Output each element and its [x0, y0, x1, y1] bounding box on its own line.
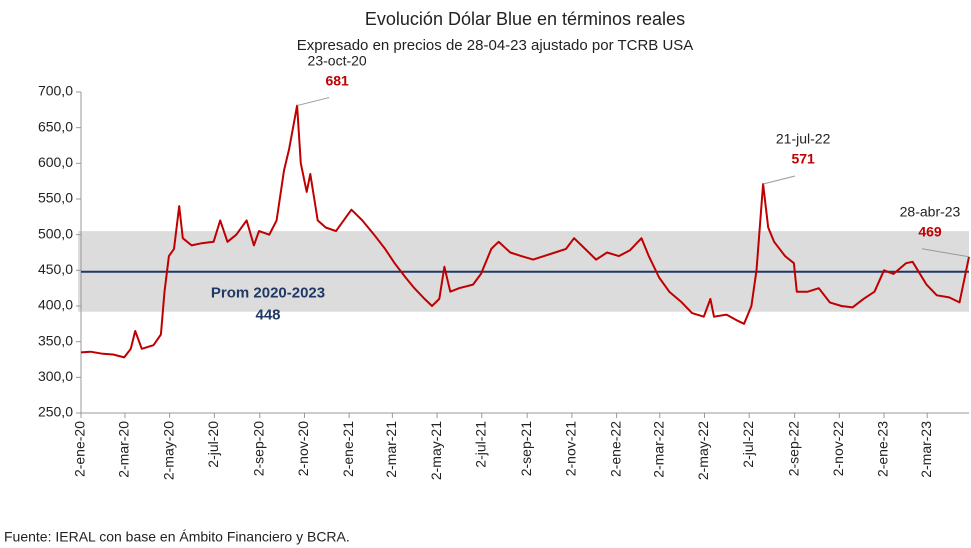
x-tick-label: 2-mar-22	[651, 421, 667, 478]
y-tick-label: 550,0	[38, 190, 73, 206]
annotation-date: 23-oct-20	[308, 52, 367, 68]
y-tick-label: 600,0	[38, 154, 73, 170]
annotation-value: 469	[918, 223, 942, 239]
x-tick-label: 2-may-22	[695, 421, 711, 480]
x-tick-label: 2-jul-21	[472, 421, 488, 468]
x-tick-label: 2-ene-22	[607, 421, 623, 477]
annotation-value: 681	[325, 72, 349, 88]
chart-title: Evolución Dólar Blue en términos reales	[365, 9, 685, 29]
x-tick-label: 2-may-21	[428, 421, 444, 480]
series-line	[80, 104, 970, 359]
x-tick-label: 2-sep-20	[250, 421, 266, 476]
y-tick-label: 400,0	[38, 297, 73, 313]
x-tick-label: 2-mar-20	[116, 421, 132, 478]
x-tick-label: 2-nov-21	[563, 421, 579, 476]
mean-value: 448	[255, 307, 280, 324]
x-tick-label: 2-ene-21	[340, 421, 356, 477]
annotation-leader	[762, 175, 796, 185]
annotation-value: 571	[791, 151, 815, 167]
annotation-date: 28-abr-23	[900, 203, 961, 219]
x-tick-label: 2-may-20	[160, 421, 176, 480]
x-tick-label: 2-nov-20	[295, 421, 311, 476]
mean-label: Prom 2020-2023	[211, 285, 325, 302]
x-tick-label: 2-jul-22	[740, 421, 756, 468]
annotation-leader	[297, 97, 330, 107]
x-tick-label: 2-mar-21	[383, 421, 399, 478]
y-tick-label: 500,0	[38, 225, 73, 241]
y-tick-label: 250,0	[38, 404, 73, 420]
annotation-leader	[921, 248, 970, 258]
y-tick-label: 350,0	[38, 332, 73, 348]
y-tick-label: 650,0	[38, 118, 73, 134]
x-tick-label: 2-sep-21	[518, 421, 534, 476]
y-tick-label: 700,0	[38, 83, 73, 99]
x-tick-label: 2-ene-23	[875, 421, 891, 477]
x-tick-label: 2-nov-22	[830, 421, 846, 476]
source-note: Fuente: IERAL con base en Ámbito Financi…	[4, 529, 350, 545]
x-tick-label: 2-jul-20	[205, 421, 221, 468]
x-tick-label: 2-sep-22	[785, 421, 801, 476]
x-tick-label: 2-mar-23	[918, 421, 934, 478]
y-tick-label: 300,0	[38, 368, 73, 384]
chart-subtitle: Expresado en precios de 28-04-23 ajustad…	[297, 37, 694, 54]
annotation-date: 21-jul-22	[776, 131, 831, 147]
y-tick-label: 450,0	[38, 261, 73, 277]
x-tick-label: 2-ene-20	[72, 421, 88, 477]
